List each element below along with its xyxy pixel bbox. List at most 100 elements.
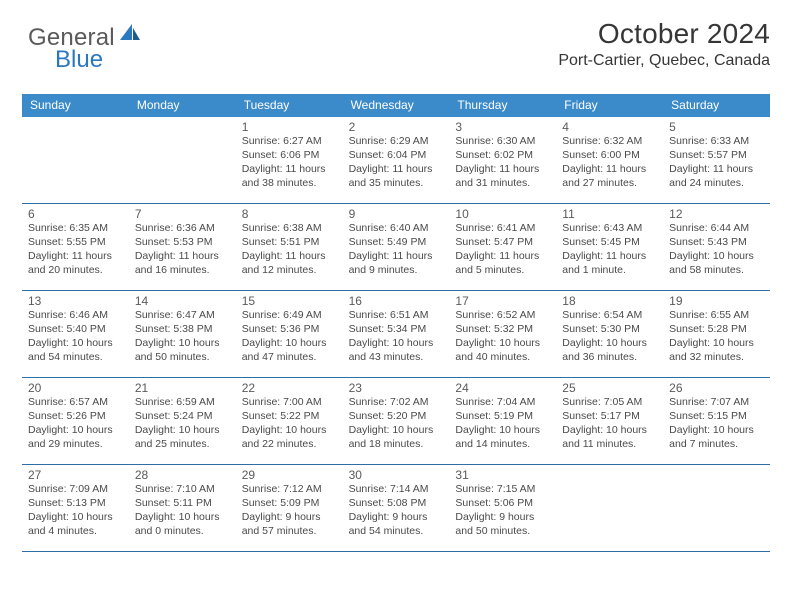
day-info: Sunrise: 6:44 AMSunset: 5:43 PMDaylight:…: [669, 222, 764, 277]
day-number: 12: [669, 207, 764, 221]
day-header-cell: Saturday: [663, 94, 770, 117]
day-cell: 13Sunrise: 6:46 AMSunset: 5:40 PMDayligh…: [22, 291, 129, 377]
day-info: Sunrise: 6:51 AMSunset: 5:34 PMDaylight:…: [349, 309, 444, 364]
day-info: Sunrise: 7:12 AMSunset: 5:09 PMDaylight:…: [242, 483, 337, 538]
day-number: 24: [455, 381, 550, 395]
day-cell: 20Sunrise: 6:57 AMSunset: 5:26 PMDayligh…: [22, 378, 129, 464]
day-number: 3: [455, 120, 550, 134]
day-info: Sunrise: 7:09 AMSunset: 5:13 PMDaylight:…: [28, 483, 123, 538]
day-cell: 23Sunrise: 7:02 AMSunset: 5:20 PMDayligh…: [343, 378, 450, 464]
day-number: 14: [135, 294, 230, 308]
day-number: 27: [28, 468, 123, 482]
week-row: 1Sunrise: 6:27 AMSunset: 6:06 PMDaylight…: [22, 117, 770, 204]
day-cell: 1Sunrise: 6:27 AMSunset: 6:06 PMDaylight…: [236, 117, 343, 203]
day-header-row: SundayMondayTuesdayWednesdayThursdayFrid…: [22, 94, 770, 117]
day-number: 16: [349, 294, 444, 308]
day-cell: 11Sunrise: 6:43 AMSunset: 5:45 PMDayligh…: [556, 204, 663, 290]
day-cell: 10Sunrise: 6:41 AMSunset: 5:47 PMDayligh…: [449, 204, 556, 290]
day-header-cell: Wednesday: [343, 94, 450, 117]
day-cell: 6Sunrise: 6:35 AMSunset: 5:55 PMDaylight…: [22, 204, 129, 290]
day-cell: 30Sunrise: 7:14 AMSunset: 5:08 PMDayligh…: [343, 465, 450, 551]
day-number: 17: [455, 294, 550, 308]
day-header-cell: Thursday: [449, 94, 556, 117]
day-number: 11: [562, 207, 657, 221]
day-cell: 24Sunrise: 7:04 AMSunset: 5:19 PMDayligh…: [449, 378, 556, 464]
day-number: 30: [349, 468, 444, 482]
day-number: 13: [28, 294, 123, 308]
day-info: Sunrise: 6:36 AMSunset: 5:53 PMDaylight:…: [135, 222, 230, 277]
logo-word-2: Blue: [55, 46, 103, 73]
day-number: 25: [562, 381, 657, 395]
week-row: 13Sunrise: 6:46 AMSunset: 5:40 PMDayligh…: [22, 291, 770, 378]
day-cell: 22Sunrise: 7:00 AMSunset: 5:22 PMDayligh…: [236, 378, 343, 464]
day-header-cell: Friday: [556, 94, 663, 117]
day-info: Sunrise: 7:07 AMSunset: 5:15 PMDaylight:…: [669, 396, 764, 451]
day-number: 21: [135, 381, 230, 395]
day-number: 2: [349, 120, 444, 134]
day-info: Sunrise: 6:47 AMSunset: 5:38 PMDaylight:…: [135, 309, 230, 364]
day-cell: 26Sunrise: 7:07 AMSunset: 5:15 PMDayligh…: [663, 378, 770, 464]
day-info: Sunrise: 6:33 AMSunset: 5:57 PMDaylight:…: [669, 135, 764, 190]
day-info: Sunrise: 6:41 AMSunset: 5:47 PMDaylight:…: [455, 222, 550, 277]
month-title: October 2024: [558, 18, 770, 50]
day-cell: 4Sunrise: 6:32 AMSunset: 6:00 PMDaylight…: [556, 117, 663, 203]
day-cell: 2Sunrise: 6:29 AMSunset: 6:04 PMDaylight…: [343, 117, 450, 203]
day-cell: 29Sunrise: 7:12 AMSunset: 5:09 PMDayligh…: [236, 465, 343, 551]
day-number: 29: [242, 468, 337, 482]
day-info: Sunrise: 7:05 AMSunset: 5:17 PMDaylight:…: [562, 396, 657, 451]
day-cell: 18Sunrise: 6:54 AMSunset: 5:30 PMDayligh…: [556, 291, 663, 377]
day-info: Sunrise: 6:54 AMSunset: 5:30 PMDaylight:…: [562, 309, 657, 364]
day-number: 6: [28, 207, 123, 221]
day-info: Sunrise: 7:14 AMSunset: 5:08 PMDaylight:…: [349, 483, 444, 538]
day-number: 15: [242, 294, 337, 308]
day-cell: 15Sunrise: 6:49 AMSunset: 5:36 PMDayligh…: [236, 291, 343, 377]
day-number: 26: [669, 381, 764, 395]
day-header-cell: Tuesday: [236, 94, 343, 117]
day-cell: 8Sunrise: 6:38 AMSunset: 5:51 PMDaylight…: [236, 204, 343, 290]
day-info: Sunrise: 6:49 AMSunset: 5:36 PMDaylight:…: [242, 309, 337, 364]
empty-cell: [556, 465, 663, 551]
logo-sail-icon: [118, 22, 142, 49]
day-info: Sunrise: 6:59 AMSunset: 5:24 PMDaylight:…: [135, 396, 230, 451]
day-info: Sunrise: 7:10 AMSunset: 5:11 PMDaylight:…: [135, 483, 230, 538]
day-number: 5: [669, 120, 764, 134]
day-info: Sunrise: 6:43 AMSunset: 5:45 PMDaylight:…: [562, 222, 657, 277]
day-cell: 3Sunrise: 6:30 AMSunset: 6:02 PMDaylight…: [449, 117, 556, 203]
day-info: Sunrise: 6:35 AMSunset: 5:55 PMDaylight:…: [28, 222, 123, 277]
day-number: 8: [242, 207, 337, 221]
day-cell: 21Sunrise: 6:59 AMSunset: 5:24 PMDayligh…: [129, 378, 236, 464]
day-info: Sunrise: 7:02 AMSunset: 5:20 PMDaylight:…: [349, 396, 444, 451]
day-number: 7: [135, 207, 230, 221]
logo: General Blue: [28, 24, 142, 52]
day-cell: 19Sunrise: 6:55 AMSunset: 5:28 PMDayligh…: [663, 291, 770, 377]
calendar: SundayMondayTuesdayWednesdayThursdayFrid…: [22, 94, 770, 552]
day-info: Sunrise: 7:15 AMSunset: 5:06 PMDaylight:…: [455, 483, 550, 538]
day-header-cell: Monday: [129, 94, 236, 117]
day-info: Sunrise: 6:30 AMSunset: 6:02 PMDaylight:…: [455, 135, 550, 190]
day-header-cell: Sunday: [22, 94, 129, 117]
day-info: Sunrise: 6:29 AMSunset: 6:04 PMDaylight:…: [349, 135, 444, 190]
day-cell: 17Sunrise: 6:52 AMSunset: 5:32 PMDayligh…: [449, 291, 556, 377]
day-info: Sunrise: 6:52 AMSunset: 5:32 PMDaylight:…: [455, 309, 550, 364]
day-number: 19: [669, 294, 764, 308]
day-cell: 14Sunrise: 6:47 AMSunset: 5:38 PMDayligh…: [129, 291, 236, 377]
empty-cell: [663, 465, 770, 551]
week-row: 20Sunrise: 6:57 AMSunset: 5:26 PMDayligh…: [22, 378, 770, 465]
day-number: 28: [135, 468, 230, 482]
week-row: 27Sunrise: 7:09 AMSunset: 5:13 PMDayligh…: [22, 465, 770, 552]
day-cell: 16Sunrise: 6:51 AMSunset: 5:34 PMDayligh…: [343, 291, 450, 377]
day-number: 10: [455, 207, 550, 221]
header-row: General Blue October 2024 Port-Cartier, …: [22, 18, 770, 74]
day-cell: 9Sunrise: 6:40 AMSunset: 5:49 PMDaylight…: [343, 204, 450, 290]
day-number: 1: [242, 120, 337, 134]
day-cell: 7Sunrise: 6:36 AMSunset: 5:53 PMDaylight…: [129, 204, 236, 290]
day-cell: 5Sunrise: 6:33 AMSunset: 5:57 PMDaylight…: [663, 117, 770, 203]
day-info: Sunrise: 6:55 AMSunset: 5:28 PMDaylight:…: [669, 309, 764, 364]
day-cell: 27Sunrise: 7:09 AMSunset: 5:13 PMDayligh…: [22, 465, 129, 551]
day-number: 23: [349, 381, 444, 395]
empty-cell: [22, 117, 129, 203]
day-cell: 12Sunrise: 6:44 AMSunset: 5:43 PMDayligh…: [663, 204, 770, 290]
title-block: October 2024 Port-Cartier, Quebec, Canad…: [558, 18, 770, 70]
day-info: Sunrise: 6:32 AMSunset: 6:00 PMDaylight:…: [562, 135, 657, 190]
week-row: 6Sunrise: 6:35 AMSunset: 5:55 PMDaylight…: [22, 204, 770, 291]
